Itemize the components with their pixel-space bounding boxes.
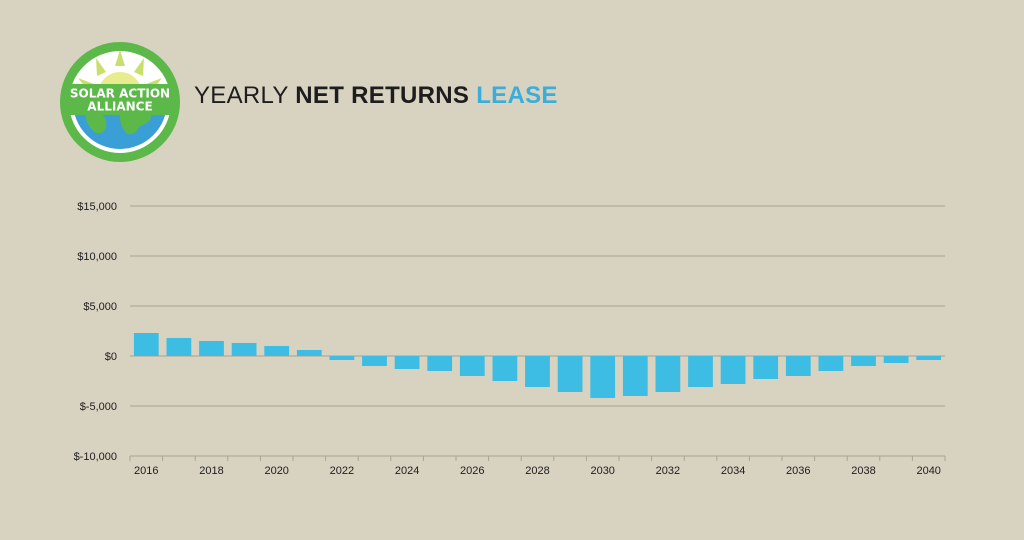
y-tick-label: $10,000 [77,251,117,263]
x-tick-label: 2032 [656,465,680,477]
x-tick-label: 2028 [525,465,549,477]
logo-text-line2: ALLIANCE [87,100,152,114]
page-title: YEARLY NET RETURNS LEASE [194,82,558,110]
bar-2034 [720,356,746,384]
title-lease: LEASE [476,82,558,109]
x-tick-label: 2018 [199,465,223,477]
y-tick-label: $-10,000 [74,451,117,463]
bar-2025 [427,356,453,371]
x-tick-label: 2034 [721,465,745,477]
x-tick-label: 2026 [460,465,484,477]
solar-action-alliance-logo: SOLAR ACTION ALLIANCE [60,42,180,162]
logo-text-line1: SOLAR ACTION [70,87,170,101]
bar-2020 [264,346,290,356]
title-yearly: YEARLY [194,82,296,109]
x-tick-label: 2036 [786,465,810,477]
bar-2033 [688,356,713,387]
bar-2026 [459,356,485,376]
bar-2019 [231,343,257,356]
y-tick-label: $0 [105,351,117,363]
bar-2016 [133,333,159,356]
x-tick-label: 2022 [330,465,354,477]
bar-2030 [590,356,616,398]
y-tick-label: $-5,000 [80,401,117,413]
bar-2024 [394,356,420,369]
bar-2017 [166,338,192,356]
bar-2018 [199,341,224,356]
x-tick-label: 2038 [851,465,875,477]
bar-2029 [557,356,583,392]
bar-2032 [655,356,681,392]
bar-2027 [492,356,518,381]
y-tick-label: $5,000 [83,301,117,313]
x-tick-label: 2030 [590,465,614,477]
bar-2037 [818,356,844,371]
bar-2023 [362,356,387,366]
bar-2022 [329,356,355,360]
y-tick-label: $15,000 [77,201,117,213]
bar-2031 [622,356,648,396]
x-tick-label: 2024 [395,465,419,477]
x-tick-label: 2020 [264,465,288,477]
bar-2028 [525,356,550,387]
title-net-returns: NET RETURNS [295,82,477,109]
bar-2021 [296,350,322,356]
bar-2039 [883,356,909,363]
x-tick-label: 2040 [916,465,940,477]
bar-2038 [851,356,876,366]
bar-2036 [785,356,811,376]
x-tick-label: 2016 [134,465,158,477]
bar-2040 [916,356,942,360]
bar-2035 [753,356,779,379]
